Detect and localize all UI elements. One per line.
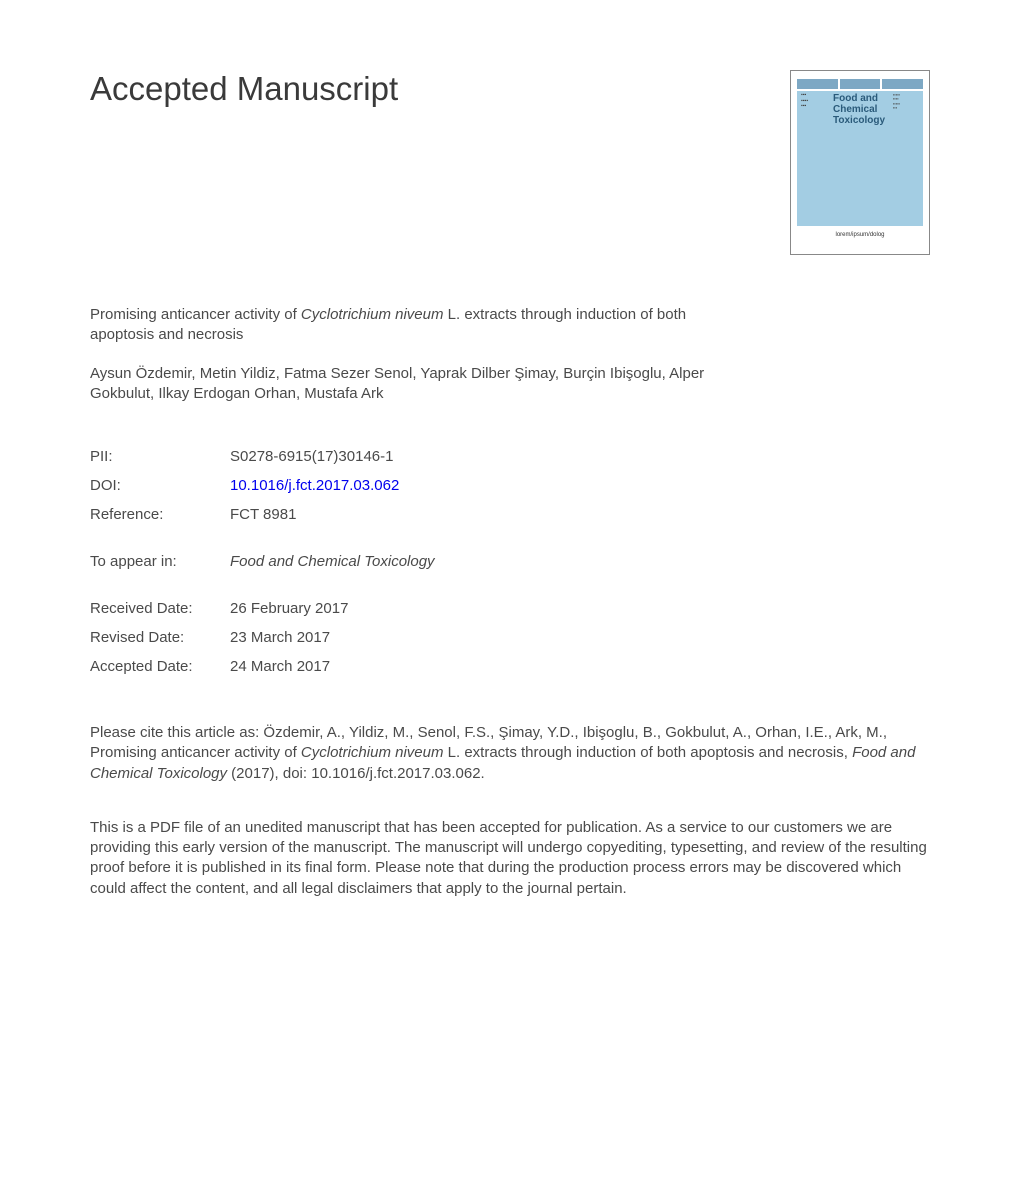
pii-value: S0278-6915(17)30146-1 [230,442,435,471]
meta-row-reference: Reference: FCT 8981 [90,500,435,529]
citation-species: Cyclotrichium niveum [301,744,444,761]
thumb-left-text: ▪▪▪▪▪▪▪▪▪▪ [801,93,827,110]
thumb-footer: lorem/ipsum/dolog [791,232,929,238]
article-title-species: Cyclotrichium niveum [301,306,444,323]
revised-label: Revised Date: [90,623,230,652]
author-list: Aysun Özdemir, Metin Yildiz, Fatma Sezer… [90,364,730,405]
thumb-right-text: ▪▪▪▪▪▪▪▪▪▪▪▪▪▪▪▪▪ [893,93,919,111]
disclaimer-text: This is a PDF file of an unedited manusc… [90,818,930,899]
journal-cover-thumbnail: ▪▪▪▪▪▪▪▪▪▪ Food and Chemical Toxicology … [790,70,930,255]
thumb-top-bar [797,79,923,89]
journal-name: Food and Chemical Toxicology [833,93,885,126]
accepted-value: 24 March 2017 [230,652,435,681]
appear-label: To appear in: [90,547,230,576]
doi-label: DOI: [90,471,230,500]
accepted-label: Accepted Date: [90,652,230,681]
citation-mid: L. extracts through induction of both ap… [443,744,852,761]
doi-link[interactable]: 10.1016/j.fct.2017.03.062 [230,477,399,494]
page-title: Accepted Manuscript [90,70,398,108]
meta-row-appear: To appear in: Food and Chemical Toxicolo… [90,547,435,576]
meta-row-pii: PII: S0278-6915(17)30146-1 [90,442,435,471]
reference-label: Reference: [90,500,230,529]
header-row: Accepted Manuscript ▪▪▪▪▪▪▪▪▪▪ Food and … [90,70,930,255]
reference-value: FCT 8981 [230,500,435,529]
meta-row-doi: DOI: 10.1016/j.fct.2017.03.062 [90,471,435,500]
article-title: Promising anticancer activity of Cyclotr… [90,305,710,346]
citation-text: Please cite this article as: Özdemir, A.… [90,723,930,784]
appear-value: Food and Chemical Toxicology [230,553,435,570]
article-title-pre: Promising anticancer activity of [90,306,301,323]
received-value: 26 February 2017 [230,594,435,623]
pii-label: PII: [90,442,230,471]
meta-row-revised: Revised Date: 23 March 2017 [90,623,435,652]
meta-row-accepted: Accepted Date: 24 March 2017 [90,652,435,681]
meta-row-received: Received Date: 26 February 2017 [90,594,435,623]
received-label: Received Date: [90,594,230,623]
revised-value: 23 March 2017 [230,623,435,652]
metadata-table: PII: S0278-6915(17)30146-1 DOI: 10.1016/… [90,442,435,681]
citation-post: (2017), doi: 10.1016/j.fct.2017.03.062. [227,765,485,782]
